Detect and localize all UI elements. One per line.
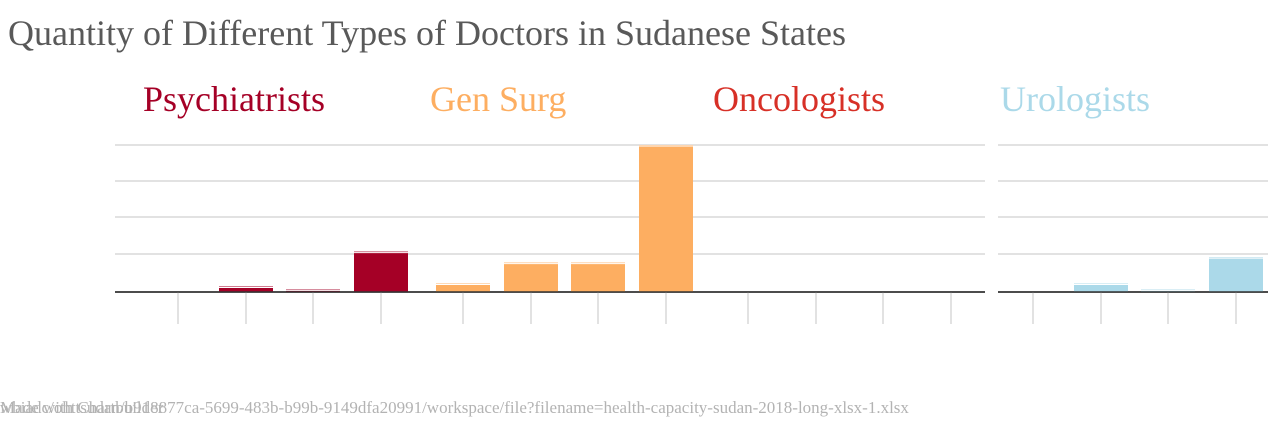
panel-label-gen-surg: Gen Surg [430,79,567,119]
bar-psychiatrists [354,251,408,292]
panel-label-urologists: Urologists [1000,79,1151,119]
footer-source-path: wbiadc/ohttsudan/b918877ca-5699-483b-b99… [0,398,909,417]
bar-urologists [1209,257,1263,292]
footer-made-with: Made with Chartbuilder [0,398,164,417]
bar-psychiatrists [219,286,273,292]
bar-gen-surg [504,262,558,292]
bar-urologists [1074,283,1128,292]
bar-gen-surg [436,283,490,292]
panel-label-oncologists: Oncologists [713,79,886,119]
panel-label-psychiatrists: Psychiatrists [143,79,326,119]
bar-gen-surg [639,145,693,292]
bar-gen-surg [571,262,625,292]
chart-title: Quantity of Different Types of Doctors i… [8,13,846,53]
